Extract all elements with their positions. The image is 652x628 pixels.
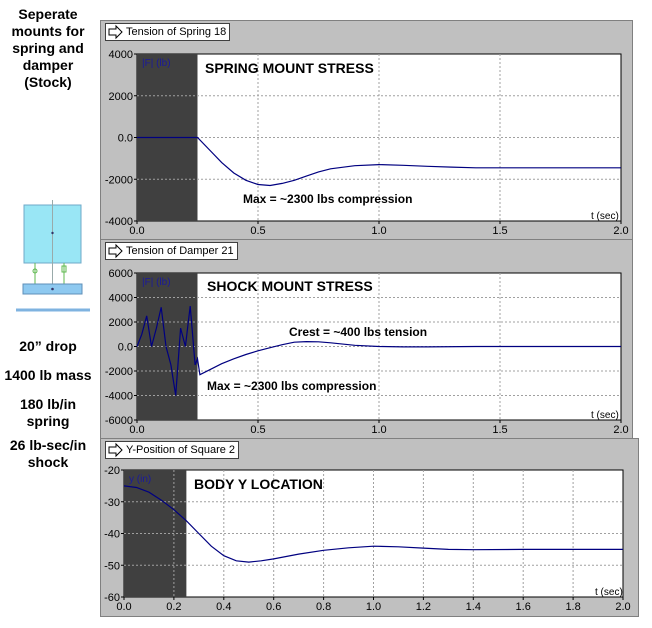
y-tick-label: -30 — [104, 497, 120, 509]
y-tick-label: 2000 — [109, 317, 133, 329]
mass-label: 1400 lb mass — [4, 367, 92, 383]
chart-heading: SPRING MOUNT STRESS — [205, 60, 374, 76]
damper-box — [61, 265, 67, 273]
x-tick-label: 2.0 — [613, 225, 628, 237]
x-tick-label: 1.0 — [371, 424, 386, 436]
chart-annotation: Max = ~2300 lbs compression — [243, 192, 412, 206]
drop-label: 20” drop — [19, 338, 77, 354]
y-tick-label: 4000 — [109, 49, 133, 61]
chart-heading: SHOCK MOUNT STRESS — [207, 278, 373, 294]
spring-label: 180 lb/in spring — [2, 396, 94, 430]
y-tick-label: -60 — [104, 592, 120, 604]
x-axis-label: t (sec) — [595, 587, 623, 598]
sidebar-title-line: Seperate — [18, 6, 78, 22]
y-axis-label: |F| (lb) — [142, 58, 171, 69]
x-tick-label: 0.8 — [316, 601, 331, 613]
shock-label-line: shock — [27, 454, 69, 470]
x-tick-label: 0.5 — [250, 225, 265, 237]
series-line — [123, 485, 623, 563]
y-tick-label: 2000 — [109, 91, 133, 103]
x-tick-label: 1.2 — [416, 601, 431, 613]
x-tick-label: 1.5 — [492, 225, 507, 237]
y-tick-label: 0.0 — [118, 342, 133, 354]
arrow-right-icon — [108, 24, 123, 40]
x-axis-label: t (sec) — [591, 410, 619, 421]
arrow-right-icon — [108, 442, 123, 458]
x-tick-label: 2.0 — [615, 601, 630, 613]
shock-label: 26 lb-sec/in shock — [2, 437, 94, 471]
series-line — [136, 306, 621, 396]
x-tick-label: 1.4 — [466, 601, 481, 613]
x-tick-label: 1.6 — [516, 601, 531, 613]
sidebar-title-line: damper — [22, 57, 74, 73]
spring-joint — [32, 268, 38, 274]
chart-annotation: Max = ~2300 lbs compression — [207, 379, 376, 393]
x-tick-label: 0.0 — [116, 601, 131, 613]
tab-label: Tension of Spring 18 — [126, 26, 227, 38]
y-tick-label: -4000 — [105, 391, 133, 403]
y-tick-label: -6000 — [105, 415, 133, 427]
y-tick-label: 6000 — [109, 268, 133, 280]
chart-heading: BODY Y LOCATION — [194, 476, 323, 492]
x-tick-label: 0.0 — [129, 424, 144, 436]
shaded-region — [137, 273, 198, 420]
y-tick-label: -50 — [104, 560, 120, 572]
spring-tension-tab[interactable]: Tension of Spring 18 — [105, 23, 231, 41]
y-axis-label: |F| (lb) — [142, 277, 171, 288]
tab-label: Tension of Damper 21 — [126, 245, 234, 257]
x-tick-label: 0.5 — [250, 424, 265, 436]
chart-annotation: Crest = ~400 lbs tension — [289, 325, 427, 339]
x-axis-label: t (sec) — [591, 211, 619, 222]
x-tick-label: 1.0 — [371, 225, 386, 237]
plate-point — [51, 287, 54, 291]
y-tick-label: -4000 — [105, 216, 133, 228]
sidebar-title-line: (Stock) — [24, 74, 72, 90]
y-tick-label: -20 — [104, 465, 120, 477]
y-position-tab[interactable]: Y-Position of Square 2 — [105, 441, 240, 459]
y-tick-label: -2000 — [105, 174, 133, 186]
shock-label-line: 26 lb-sec/in — [9, 437, 87, 453]
x-tick-label: 1.0 — [366, 601, 381, 613]
spring-tension-chart: 0.0 0.5 1.0 1.5 2.0 4000 2000 0.0 -2000 -4000 |F| … — [105, 49, 629, 237]
spring-label-line: 180 lb/in — [19, 396, 77, 412]
series-line — [137, 136, 621, 187]
x-tick-label: 1.8 — [565, 601, 580, 613]
mount-diagram — [16, 200, 90, 312]
x-tick-label: 0.6 — [266, 601, 281, 613]
damper-tension-panel: Tension of Damper 21 0.0 0.5 1.0 1.5 2.0 6000… — [100, 239, 633, 441]
tab-label: Y-Position of Square 2 — [126, 444, 236, 456]
sidebar-title-line: spring and — [12, 40, 84, 56]
damper-tension-chart: 0.0 0.5 1.0 1.5 2.0 6000 4000 2000 0.0 -2000 -4000… — [105, 268, 629, 436]
x-tick-label: 2.0 — [613, 424, 628, 436]
y-position-panel: Y-Position of Square 2 0.0 0.2 0.4 0.6 0.8 1.… — [100, 438, 639, 617]
shaded-region — [124, 470, 187, 597]
spring-tension-panel: Tension of Spring 18 0.0 0.5 1.0 1.5 2.0 4000… — [100, 20, 633, 242]
sidebar-title-line: mounts for — [11, 23, 85, 39]
x-tick-label: 0.4 — [216, 601, 231, 613]
y-tick-label: -2000 — [105, 366, 133, 378]
x-tick-label: 1.5 — [492, 424, 507, 436]
y-tick-label: 0.0 — [118, 133, 133, 145]
spring-label-line: spring — [26, 413, 70, 429]
center-point — [51, 231, 54, 235]
x-tick-label: 0.0 — [129, 225, 144, 237]
y-position-chart: 0.0 0.2 0.4 0.6 0.8 1.0 1.2 1.4 1.6 1.8 2.0 -20 -30 -… — [104, 465, 631, 613]
sidebar-title: Seperate mounts for spring and damper (S… — [2, 6, 94, 91]
arrow-right-icon — [108, 243, 123, 259]
damper-tension-tab[interactable]: Tension of Damper 21 — [105, 242, 238, 260]
y-tick-label: -40 — [104, 529, 120, 541]
x-tick-label: 0.2 — [166, 601, 181, 613]
y-axis-label: y (in) — [129, 474, 151, 485]
y-tick-label: 4000 — [109, 293, 133, 305]
